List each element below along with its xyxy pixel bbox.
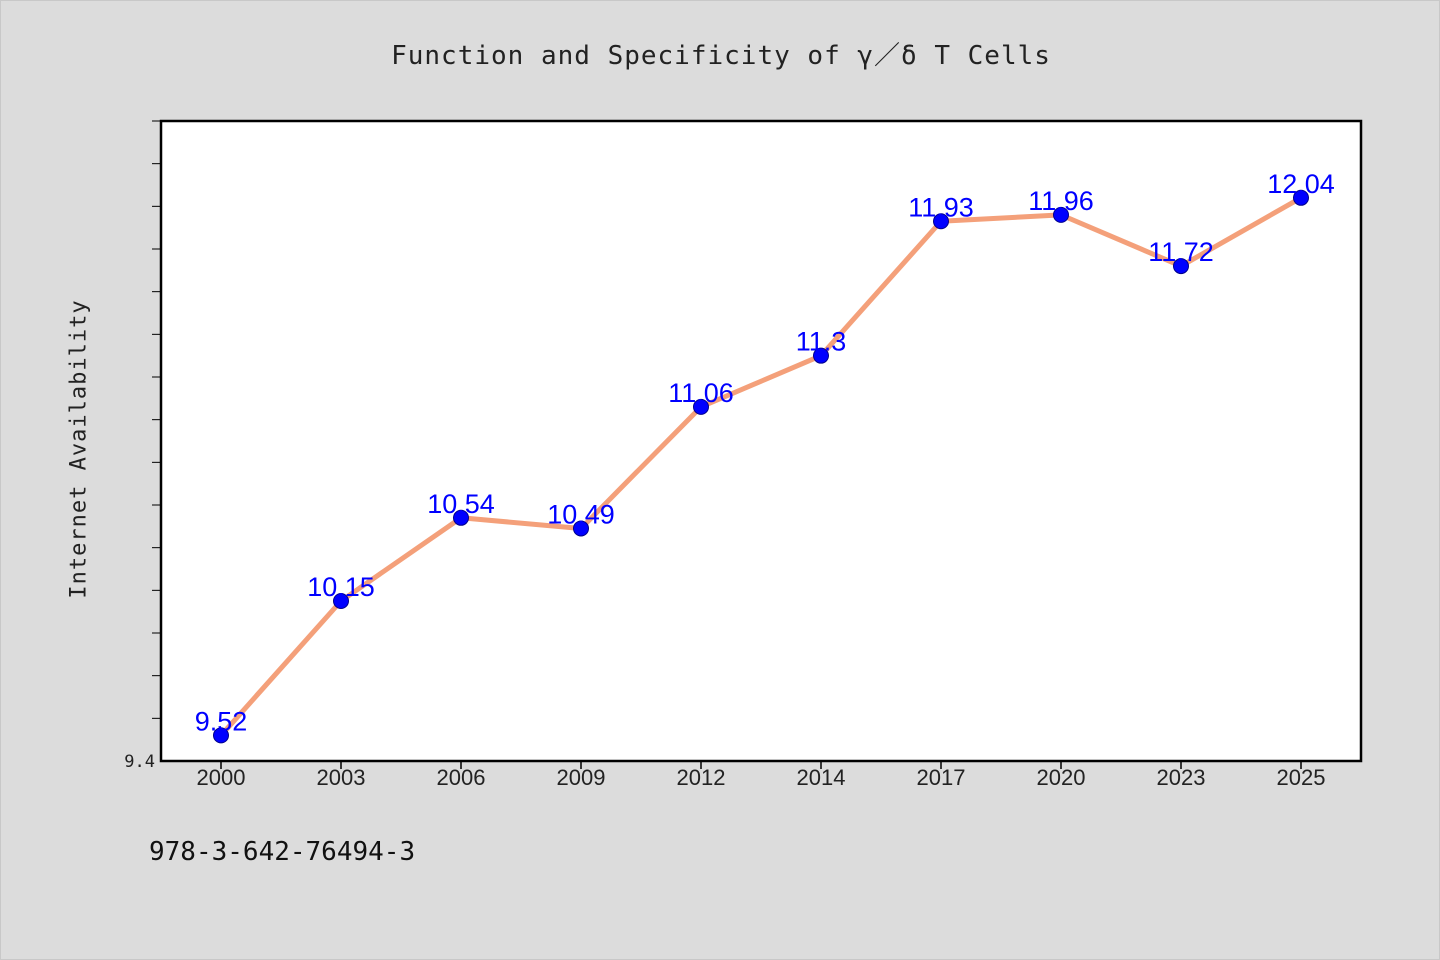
data-label: 10.49 — [547, 499, 615, 529]
x-tick-label: 2009 — [557, 765, 606, 790]
data-label: 10.54 — [427, 489, 495, 519]
series-layer — [213, 189, 1309, 744]
data-point — [1293, 189, 1309, 206]
y-tick-label: 9.4 — [124, 752, 155, 772]
isbn-footer: 978-3-642-76494-3 — [149, 837, 416, 867]
data-label: 10.15 — [307, 572, 375, 602]
series-line — [218, 195, 1304, 738]
x-tick-label: 2020 — [1037, 765, 1086, 790]
data-point — [213, 727, 229, 744]
plot-area — [159, 119, 1363, 763]
data-label: 11.96 — [1028, 186, 1094, 216]
data-label: 12.04 — [1267, 169, 1335, 199]
data-point — [333, 593, 349, 609]
data-point — [933, 213, 949, 230]
x-tick-label: 2003 — [317, 765, 366, 790]
x-tick-label: 2006 — [437, 765, 486, 790]
data-label: 11.72 — [1148, 237, 1214, 267]
data-point — [453, 509, 469, 526]
data-label: 11.93 — [908, 192, 974, 222]
data-label: 9.52 — [195, 706, 248, 736]
data-point — [813, 347, 829, 364]
y-axis-ticks: 9.4 — [124, 120, 161, 772]
data-point — [1173, 258, 1189, 275]
x-tick-label: 2000 — [197, 765, 246, 790]
chart-title: Function and Specificity of γ／δ T Cells — [391, 41, 1051, 71]
x-tick-label: 2023 — [1157, 765, 1206, 790]
x-tick-label: 2014 — [797, 765, 846, 790]
data-point — [693, 398, 709, 415]
data-label: 11.3 — [796, 327, 847, 357]
data-point — [1053, 206, 1069, 223]
x-axis: 2000 2003 2006 2009 2012 2014 2017 2020 2023 2025 — [197, 761, 1326, 790]
x-tick-label: 2025 — [1277, 765, 1326, 790]
x-tick-label: 2017 — [917, 765, 966, 790]
data-point — [573, 520, 589, 537]
data-labels: 9.52 10.15 10.54 10.49 11.06 11.3 11.93 11.96 11… — [195, 169, 1335, 737]
data-label: 11.06 — [668, 378, 734, 408]
x-tick-label: 2012 — [677, 765, 726, 790]
